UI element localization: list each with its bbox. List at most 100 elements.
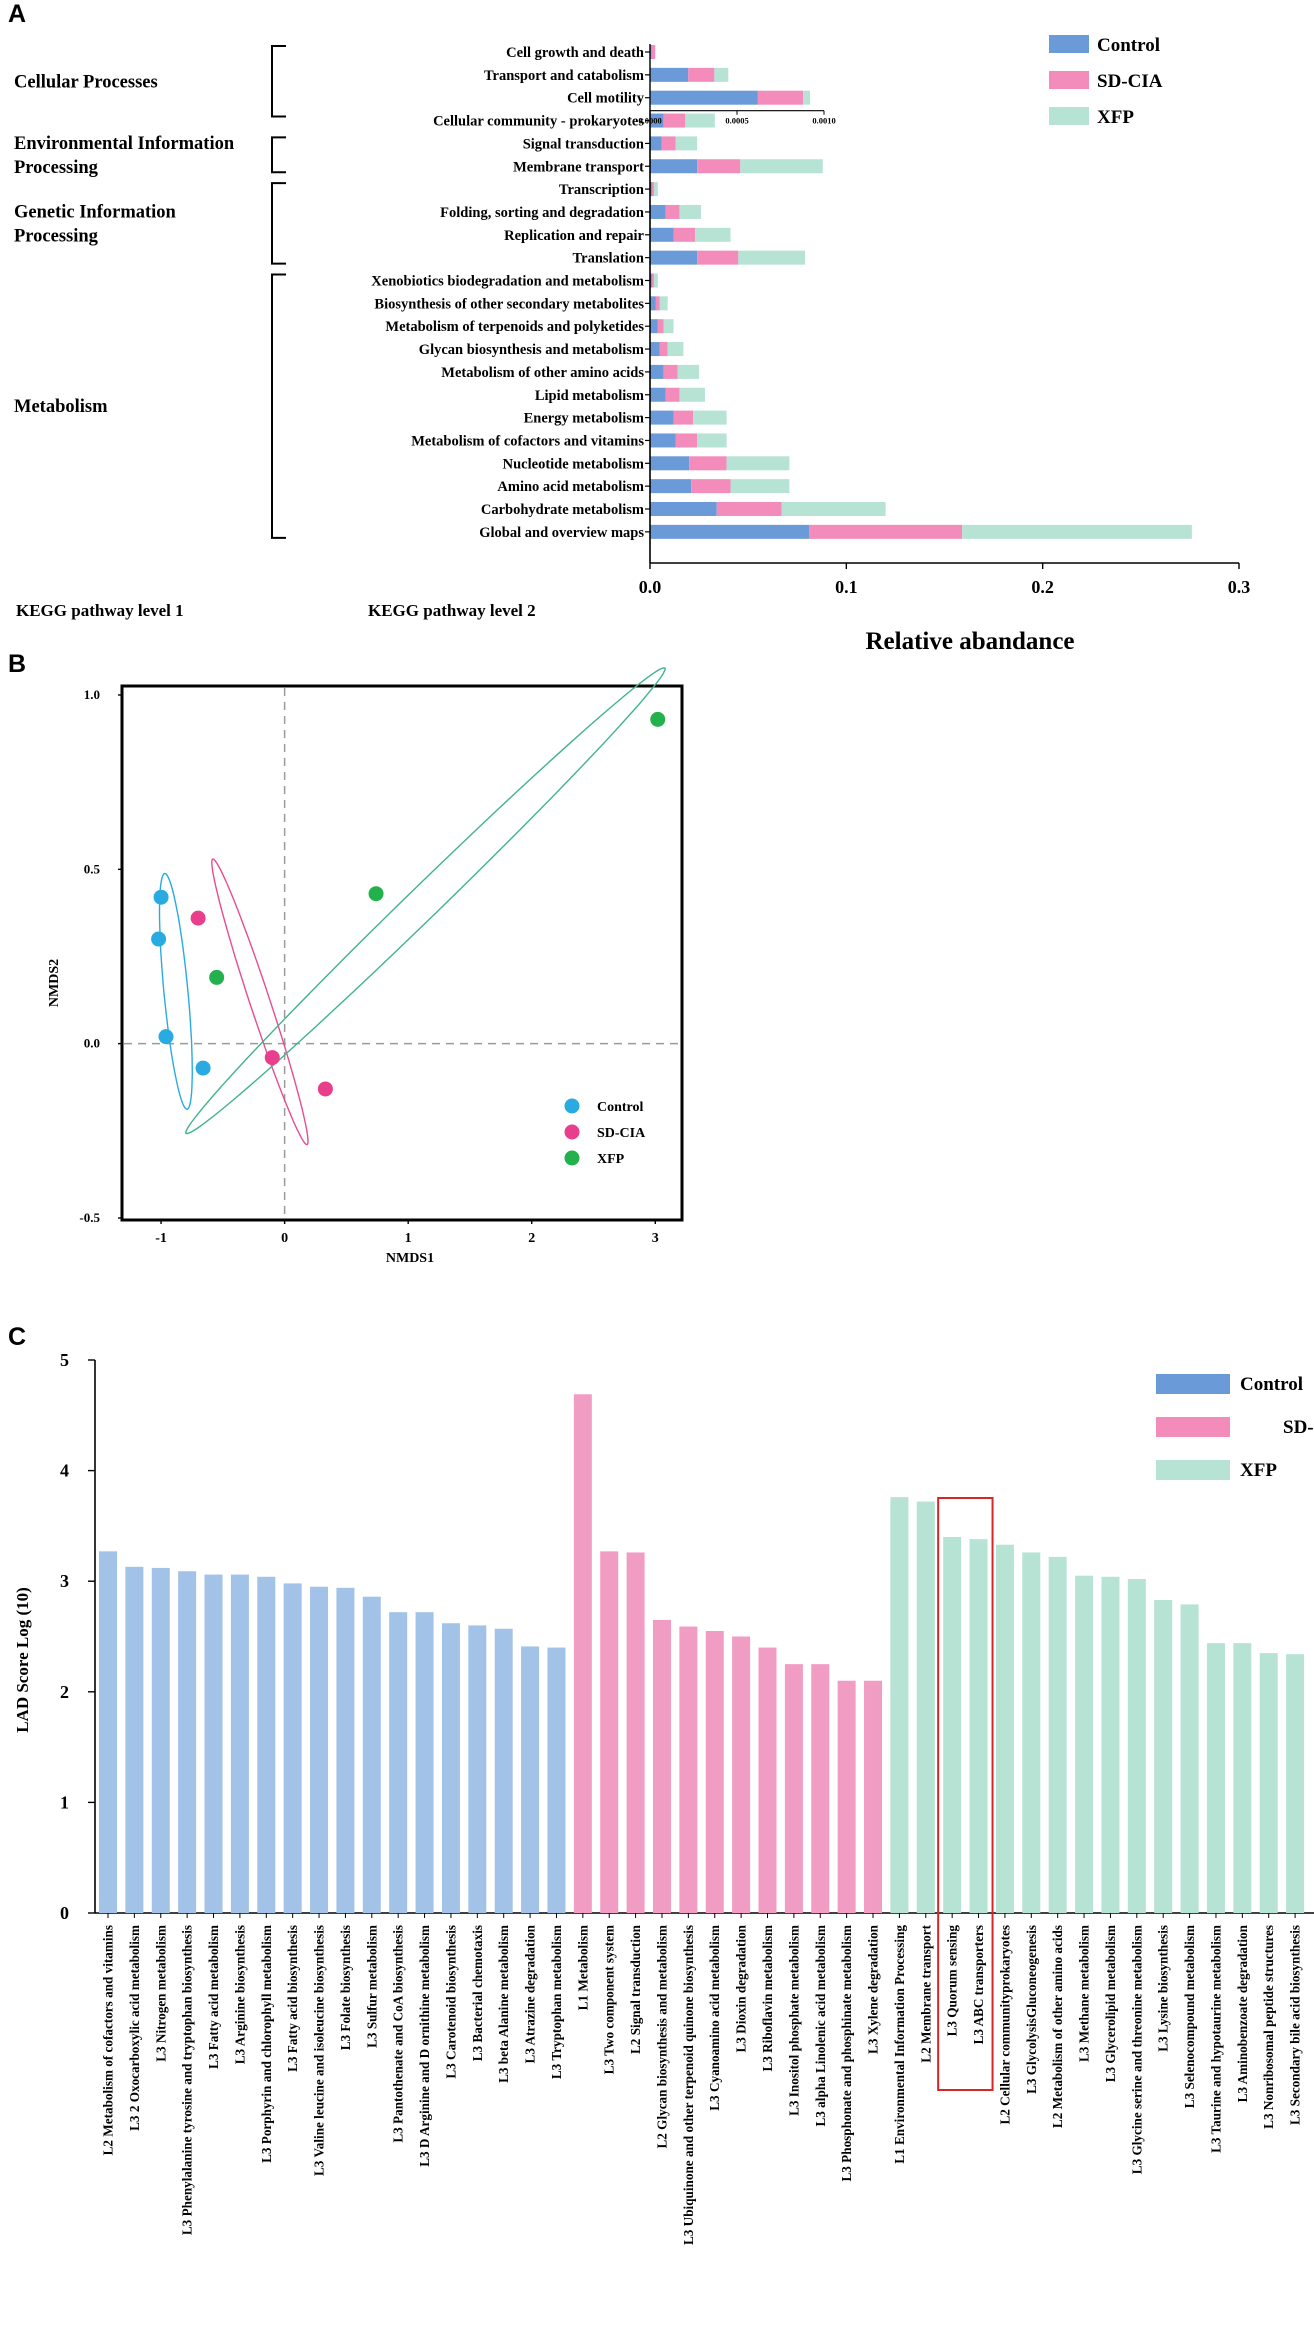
- kegg-level1-title: KEGG pathway level 1: [16, 601, 184, 620]
- panel-a-x-tick-label: 0.0: [639, 577, 662, 597]
- bar-label-l3-abc-transporters: L3 ABC transporters: [971, 1925, 986, 2044]
- category-label-lipid-metabolism: Lipid metabolism: [535, 388, 644, 404]
- ellipse-xfp: [185, 667, 666, 1135]
- legend-label-xfp: XFP: [597, 1152, 625, 1167]
- bar-label-l3-nitrogen-metabolism: L3 Nitrogen metabolism: [153, 1925, 168, 2062]
- bar-l3-riboflavin-metabolism: [758, 1647, 777, 1913]
- bar-folding-sorting-and-degradation-sd-cia: [665, 204, 680, 219]
- bar-membrane-transport-control: [650, 159, 698, 174]
- bar-label-l3-fatty-acid-metabolism: L3 Fatty acid metabolism: [206, 1925, 221, 2069]
- bar-biosynthesis-of-other-secondary-metabolites-control: [650, 296, 656, 311]
- panel-b-y-tick-label: -0.5: [79, 1210, 100, 1225]
- legend-swatch-xfp: [1049, 107, 1089, 125]
- bar-label-l3-selenocompound-metabolism: L3 Selenocompound metabolism: [1182, 1925, 1197, 2108]
- panel-c-y-tick-label: 3: [60, 1571, 69, 1591]
- bar-l3-beta-alanine-metabolism: [494, 1628, 513, 1913]
- category-label-metabolism-of-terpenoids-and-polyketides: Metabolism of terpenoids and polyketides: [385, 319, 644, 335]
- legend-marker-xfp: [564, 1150, 580, 1166]
- bar-cell-motility-sd-cia: [757, 90, 804, 105]
- bar-label-l3-valine-leucine-and-isoleucine-biosynthesis: L3 Valine leucine and isoleucine biosynt…: [312, 1925, 327, 2176]
- category-label-biosynthesis-of-other-secondary-metabolites: Biosynthesis of other secondary metaboli…: [374, 296, 644, 312]
- bar-label-l3-taurine-and-hypotaurine-metabolism: L3 Taurine and hypotaurine metabolism: [1208, 1925, 1223, 2153]
- bar-label-l3-quorum-sensing: L3 Quorum sensing: [945, 1925, 960, 2037]
- legend-label-xfp: XFP: [1097, 107, 1134, 128]
- panel-a-x-tick-label: 0.2: [1031, 577, 1054, 597]
- bar-l3-nitrogen-metabolism: [151, 1567, 170, 1913]
- bracket-environmental-information-processing: [271, 136, 286, 174]
- legend-marker-sd-cia: [564, 1124, 580, 1140]
- bar-metabolism-of-terpenoids-and-polyketides-control: [650, 319, 658, 334]
- point-control: [151, 931, 167, 947]
- bar-l3-glycolysisgluconeogenesis: [1022, 1552, 1041, 1913]
- bar-l3-folate-biosynthesis: [336, 1587, 355, 1913]
- bracket-cellular-processes: [271, 45, 286, 118]
- panel-b-letter: B: [8, 650, 26, 678]
- bracket-genetic-information-processing: [271, 182, 286, 265]
- legend-label-sd-cia: SD-CIA: [597, 1126, 646, 1141]
- bar-label-l3-glycine-serine-and-threonine-metabolism: L3 Glycine serine and threonine metaboli…: [1129, 1925, 1144, 2174]
- level1-label-genetic-information-processing: Genetic Information: [14, 202, 177, 222]
- bar-label-l3-beta-alanine-metabolism: L3 beta Alanine metabolism: [496, 1925, 511, 2083]
- bar-membrane-transport-xfp: [740, 159, 823, 174]
- bar-l3-nonribosomal-peptide-structures: [1259, 1653, 1278, 1913]
- panel-b-y-tick-label: 0.5: [84, 861, 101, 876]
- bar-xenobiotics-biodegradation-and-metabolism-xfp: [653, 273, 658, 288]
- bar-l2-cellular-communityprokaryotes: [995, 1544, 1014, 1913]
- bar-metabolism-of-other-amino-acids-xfp: [677, 364, 700, 379]
- panel-c-y-tick-label: 2: [60, 1682, 69, 1702]
- category-label-signal-transduction: Signal transduction: [523, 136, 644, 152]
- panel-b-y-axis-title: NMDS2: [47, 959, 62, 1007]
- bar-label-l3-2-oxocarboxylic-acid-metabolism: L3 2 Oxocarboxylic acid metabolism: [127, 1925, 142, 2131]
- inset-x-tick-label: 0.0005: [725, 116, 748, 126]
- category-label-transcription: Transcription: [559, 182, 644, 198]
- bar-label-l3-folate-biosynthesis: L3 Folate biosynthesis: [338, 1925, 353, 2050]
- bar-lipid-metabolism-control: [650, 387, 666, 402]
- category-label-carbohydrate-metabolism: Carbohydrate metabolism: [481, 502, 644, 518]
- bar-l3-ubiquinone-and-other-terpenoid-quinone-biosynthesis: [679, 1626, 698, 1913]
- ellipse-sd-cia: [211, 858, 309, 1146]
- panel-c-y-tick-label: 0: [60, 1903, 69, 1923]
- category-label-metabolism-of-other-amino-acids: Metabolism of other amino acids: [441, 365, 644, 381]
- bar-glycan-biosynthesis-and-metabolism-control: [650, 342, 660, 357]
- legend-label-control: Control: [1097, 35, 1160, 56]
- inset-x-tick-label: 0.0010: [812, 116, 835, 126]
- level1-label-environmental-information-processing: Environmental Information: [14, 134, 235, 154]
- bar-l3-glycerolipid-metabolism: [1101, 1576, 1120, 1913]
- bar-label-l3-nonribosomal-peptide-structures: L3 Nonribosomal peptide structures: [1261, 1925, 1276, 2129]
- point-sd-cia: [317, 1081, 333, 1097]
- bar-l2-glycan-biosynthesis-and-metabolism: [652, 1619, 671, 1913]
- bar-cellular-community-prokaryotes-control: [650, 113, 664, 128]
- bar-l3-atrazine-degradation: [521, 1646, 540, 1913]
- point-control: [195, 1060, 211, 1076]
- bar-transcription-control: [650, 182, 652, 197]
- bar-membrane-transport-sd-cia: [697, 159, 741, 174]
- bar-label-l2-metabolism-of-other-amino-acids: L2 Metabolism of other amino acids: [1050, 1925, 1065, 2128]
- legend-swatch-xfp: [1156, 1460, 1230, 1480]
- bar-label-l2-membrane-transport: L2 Membrane transport: [918, 1924, 933, 2062]
- bar-label-l3-cyanoamino-acid-metabolism: L3 Cyanoamino acid metabolism: [707, 1925, 722, 2111]
- bar-cell-motility-control: [650, 90, 758, 105]
- bar-label-l3-glycerolipid-metabolism: L3 Glycerolipid metabolism: [1103, 1925, 1118, 2082]
- level1-label-genetic-information-processing: Processing: [14, 226, 99, 246]
- bar-cell-motility-xfp: [803, 90, 811, 105]
- bar-label-l3-pantothenate-and-coa-biosynthesis: L3 Pantothenate and CoA biosynthesis: [391, 1925, 406, 2143]
- category-label-folding-sorting-and-degradation: Folding, sorting and degradation: [440, 205, 644, 221]
- bar-l3-phenylalanine-tyrosine-and-tryptophan-biosynthesis: [178, 1571, 197, 1913]
- bar-folding-sorting-and-degradation-xfp: [679, 204, 702, 219]
- legend-swatch-sd-cia: [1049, 71, 1089, 89]
- bar-transport-and-catabolism-control: [650, 67, 689, 82]
- panel-c: C 0 1 2 3 4 5 L2 Metabolism of cofactors and v…: [8, 1323, 1314, 2245]
- legend-label-control: Control: [1240, 1374, 1303, 1395]
- bracket-metabolism: [271, 273, 286, 539]
- bar-cell-growth-and-death-control: [650, 45, 652, 59]
- bar-l3-selenocompound-metabolism: [1180, 1604, 1199, 1913]
- bar-translation-control: [650, 250, 698, 265]
- bar-l3-lysine-biosynthesis: [1154, 1600, 1173, 1913]
- panel-c-y-tick-label: 5: [60, 1350, 69, 1370]
- panel-b-frame: [120, 684, 684, 1222]
- bar-metabolism-of-other-amino-acids-sd-cia: [663, 364, 678, 379]
- bar-label-l3-inositol-phosphate-metabolism: L3 Inositol phosphate metabolism: [786, 1925, 801, 2116]
- point-xfp: [650, 711, 666, 727]
- bar-l3-dioxin-degradation: [732, 1636, 751, 1913]
- bar-l2-signal-transduction: [626, 1552, 645, 1913]
